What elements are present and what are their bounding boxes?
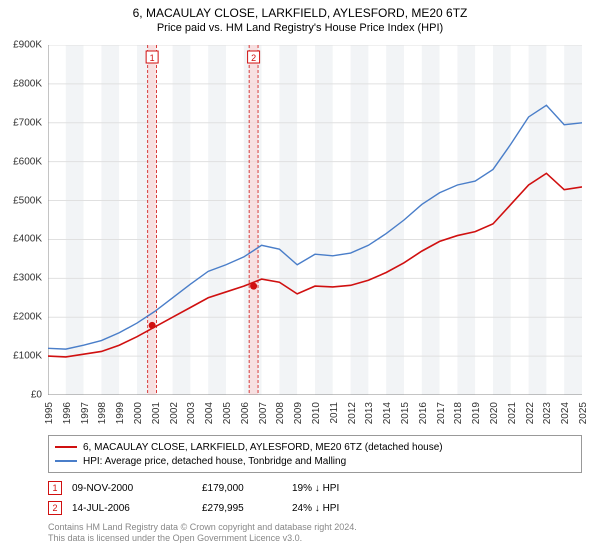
chart-title: 6, MACAULAY CLOSE, LARKFIELD, AYLESFORD,… — [0, 0, 600, 20]
legend-row-series2: HPI: Average price, detached house, Tonb… — [55, 454, 575, 468]
footer-line2: This data is licensed under the Open Gov… — [48, 533, 582, 544]
x-tick-label: 2020 — [489, 402, 500, 424]
svg-text:2: 2 — [251, 53, 256, 63]
y-tick-label: £300K — [13, 273, 42, 284]
x-tick-label: 2003 — [186, 402, 197, 424]
footer: Contains HM Land Registry data © Crown c… — [48, 522, 582, 545]
chart-container: 6, MACAULAY CLOSE, LARKFIELD, AYLESFORD,… — [0, 0, 600, 560]
x-tick-label: 2022 — [525, 402, 536, 424]
marker-badge: 1 — [48, 481, 62, 495]
marker-desc: 19% ↓ HPI — [292, 483, 582, 494]
chart-svg: 12 — [48, 45, 582, 395]
footer-line1: Contains HM Land Registry data © Crown c… — [48, 522, 582, 533]
legend-swatch-series1 — [55, 446, 77, 448]
y-tick-label: £600K — [13, 156, 42, 167]
svg-text:1: 1 — [150, 53, 155, 63]
chart-subtitle: Price paid vs. HM Land Registry's House … — [0, 20, 600, 34]
marker-price: £179,000 — [202, 483, 282, 494]
x-tick-label: 2002 — [169, 402, 180, 424]
x-tick-label: 1995 — [44, 402, 55, 424]
x-tick-label: 2024 — [560, 402, 571, 424]
legend: 6, MACAULAY CLOSE, LARKFIELD, AYLESFORD,… — [48, 435, 582, 473]
marker-row: 2 14-JUL-2006 £279,995 24% ↓ HPI — [48, 498, 582, 518]
x-tick-label: 2004 — [204, 402, 215, 424]
y-axis: £0£100K£200K£300K£400K£500K£600K£700K£80… — [0, 45, 44, 395]
marker-badge: 2 — [48, 501, 62, 515]
x-tick-label: 2011 — [329, 402, 340, 424]
x-tick-label: 2012 — [347, 402, 358, 424]
x-axis: 1995199619971998199920002001200220032004… — [48, 398, 582, 428]
x-tick-label: 2025 — [578, 402, 589, 424]
marker-row: 1 09-NOV-2000 £179,000 19% ↓ HPI — [48, 478, 582, 498]
x-tick-label: 2019 — [471, 402, 482, 424]
x-tick-label: 2001 — [151, 402, 162, 424]
x-tick-label: 2015 — [400, 402, 411, 424]
x-tick-label: 2007 — [258, 402, 269, 424]
x-tick-label: 1996 — [62, 402, 73, 424]
x-tick-label: 2008 — [275, 402, 286, 424]
y-tick-label: £500K — [13, 195, 42, 206]
legend-swatch-series2 — [55, 460, 77, 462]
marker-date: 09-NOV-2000 — [72, 483, 192, 494]
y-tick-label: £0 — [31, 390, 42, 401]
x-tick-label: 2016 — [418, 402, 429, 424]
y-tick-label: £100K — [13, 351, 42, 362]
y-tick-label: £900K — [13, 40, 42, 51]
x-tick-label: 2014 — [382, 402, 393, 424]
y-tick-label: £800K — [13, 78, 42, 89]
x-tick-label: 2009 — [293, 402, 304, 424]
x-tick-label: 2018 — [453, 402, 464, 424]
x-tick-label: 2006 — [240, 402, 251, 424]
marker-desc: 24% ↓ HPI — [292, 503, 582, 514]
y-tick-label: £700K — [13, 117, 42, 128]
x-tick-label: 1997 — [80, 402, 91, 424]
x-tick-label: 2013 — [364, 402, 375, 424]
x-tick-label: 1998 — [97, 402, 108, 424]
x-tick-label: 2000 — [133, 402, 144, 424]
y-tick-label: £200K — [13, 312, 42, 323]
legend-label-series1: 6, MACAULAY CLOSE, LARKFIELD, AYLESFORD,… — [83, 442, 443, 453]
x-tick-label: 1999 — [115, 402, 126, 424]
x-tick-label: 2017 — [436, 402, 447, 424]
marker-table: 1 09-NOV-2000 £179,000 19% ↓ HPI 2 14-JUL-200… — [48, 478, 582, 518]
x-tick-label: 2023 — [542, 402, 553, 424]
y-tick-label: £400K — [13, 234, 42, 245]
legend-row-series1: 6, MACAULAY CLOSE, LARKFIELD, AYLESFORD,… — [55, 440, 575, 454]
marker-price: £279,995 — [202, 503, 282, 514]
legend-label-series2: HPI: Average price, detached house, Tonb… — [83, 456, 346, 467]
x-tick-label: 2010 — [311, 402, 322, 424]
x-tick-label: 2005 — [222, 402, 233, 424]
chart-plot-area: 12 — [48, 45, 582, 395]
marker-date: 14-JUL-2006 — [72, 503, 192, 514]
x-tick-label: 2021 — [507, 402, 518, 424]
